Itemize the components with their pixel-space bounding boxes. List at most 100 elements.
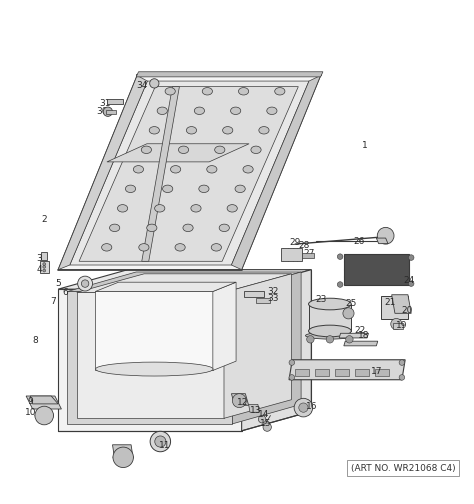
Polygon shape [248, 404, 259, 412]
Polygon shape [136, 72, 323, 77]
Text: 26: 26 [353, 237, 365, 246]
Text: 32: 32 [267, 287, 278, 296]
Ellipse shape [109, 224, 120, 231]
Polygon shape [289, 360, 405, 380]
Text: 6: 6 [62, 288, 68, 297]
Polygon shape [392, 323, 403, 329]
Ellipse shape [194, 107, 204, 114]
Polygon shape [58, 270, 311, 289]
Ellipse shape [191, 205, 201, 212]
Text: 20: 20 [401, 305, 412, 314]
Polygon shape [67, 272, 301, 291]
Text: (ART NO. WR21068 C4): (ART NO. WR21068 C4) [351, 464, 456, 473]
Polygon shape [67, 291, 232, 424]
Bar [335, 369, 349, 376]
Ellipse shape [141, 146, 152, 154]
Ellipse shape [259, 127, 269, 134]
Polygon shape [376, 238, 388, 243]
Text: 14: 14 [258, 410, 270, 419]
Circle shape [43, 266, 46, 268]
Text: 21: 21 [384, 298, 396, 306]
Circle shape [294, 398, 313, 417]
Ellipse shape [178, 146, 189, 154]
Ellipse shape [139, 243, 149, 251]
Ellipse shape [101, 243, 112, 251]
Circle shape [399, 374, 405, 380]
Polygon shape [213, 282, 236, 370]
Ellipse shape [230, 107, 241, 114]
Ellipse shape [238, 88, 249, 95]
Ellipse shape [133, 166, 144, 173]
Text: 29: 29 [290, 238, 301, 247]
Ellipse shape [306, 332, 354, 339]
Ellipse shape [251, 146, 261, 154]
Polygon shape [381, 296, 408, 320]
Circle shape [377, 227, 394, 244]
Ellipse shape [223, 127, 233, 134]
Text: 27: 27 [303, 249, 315, 258]
Polygon shape [344, 255, 409, 285]
Text: 1: 1 [362, 141, 368, 150]
Text: 9: 9 [27, 397, 33, 406]
Text: 18: 18 [357, 331, 369, 340]
Polygon shape [281, 248, 302, 261]
Circle shape [103, 107, 112, 116]
Polygon shape [95, 291, 213, 370]
Polygon shape [58, 76, 320, 270]
Circle shape [150, 79, 159, 88]
Polygon shape [244, 291, 264, 296]
Ellipse shape [211, 243, 221, 251]
Polygon shape [339, 333, 368, 338]
Ellipse shape [118, 205, 128, 212]
Polygon shape [344, 341, 378, 346]
Bar [355, 369, 369, 376]
Polygon shape [77, 274, 292, 292]
Polygon shape [231, 76, 320, 270]
Polygon shape [255, 298, 270, 303]
Bar [315, 369, 329, 376]
Circle shape [232, 394, 246, 408]
Ellipse shape [235, 185, 245, 193]
Circle shape [289, 374, 295, 380]
Polygon shape [231, 394, 248, 405]
Circle shape [43, 263, 46, 266]
Circle shape [343, 308, 354, 319]
Bar [107, 99, 123, 104]
Circle shape [82, 280, 89, 287]
Text: 13: 13 [250, 406, 261, 415]
Ellipse shape [275, 88, 285, 95]
Text: 11: 11 [159, 441, 171, 450]
Text: 16: 16 [306, 402, 317, 411]
Polygon shape [232, 272, 301, 424]
Ellipse shape [155, 205, 165, 212]
Text: 12: 12 [237, 399, 248, 407]
Ellipse shape [227, 205, 237, 212]
Polygon shape [41, 252, 47, 260]
Ellipse shape [149, 127, 159, 134]
Circle shape [113, 447, 133, 468]
Circle shape [391, 319, 402, 330]
Ellipse shape [165, 88, 175, 95]
Text: 5: 5 [55, 279, 61, 288]
Ellipse shape [309, 325, 351, 337]
Circle shape [78, 276, 92, 291]
Bar [375, 369, 389, 376]
Polygon shape [142, 87, 179, 261]
Text: 10: 10 [25, 408, 36, 417]
Polygon shape [77, 292, 224, 418]
Bar [302, 254, 314, 258]
Text: 24: 24 [403, 276, 414, 285]
Text: 15: 15 [260, 419, 272, 428]
Circle shape [337, 254, 343, 260]
Ellipse shape [267, 107, 277, 114]
Ellipse shape [199, 185, 209, 193]
Ellipse shape [207, 166, 217, 173]
Text: 7: 7 [51, 297, 56, 306]
Polygon shape [106, 110, 116, 114]
Polygon shape [224, 274, 292, 418]
Ellipse shape [113, 455, 133, 460]
Text: 2: 2 [41, 215, 47, 224]
Ellipse shape [163, 185, 173, 193]
Text: 23: 23 [315, 295, 326, 304]
Polygon shape [58, 76, 147, 270]
